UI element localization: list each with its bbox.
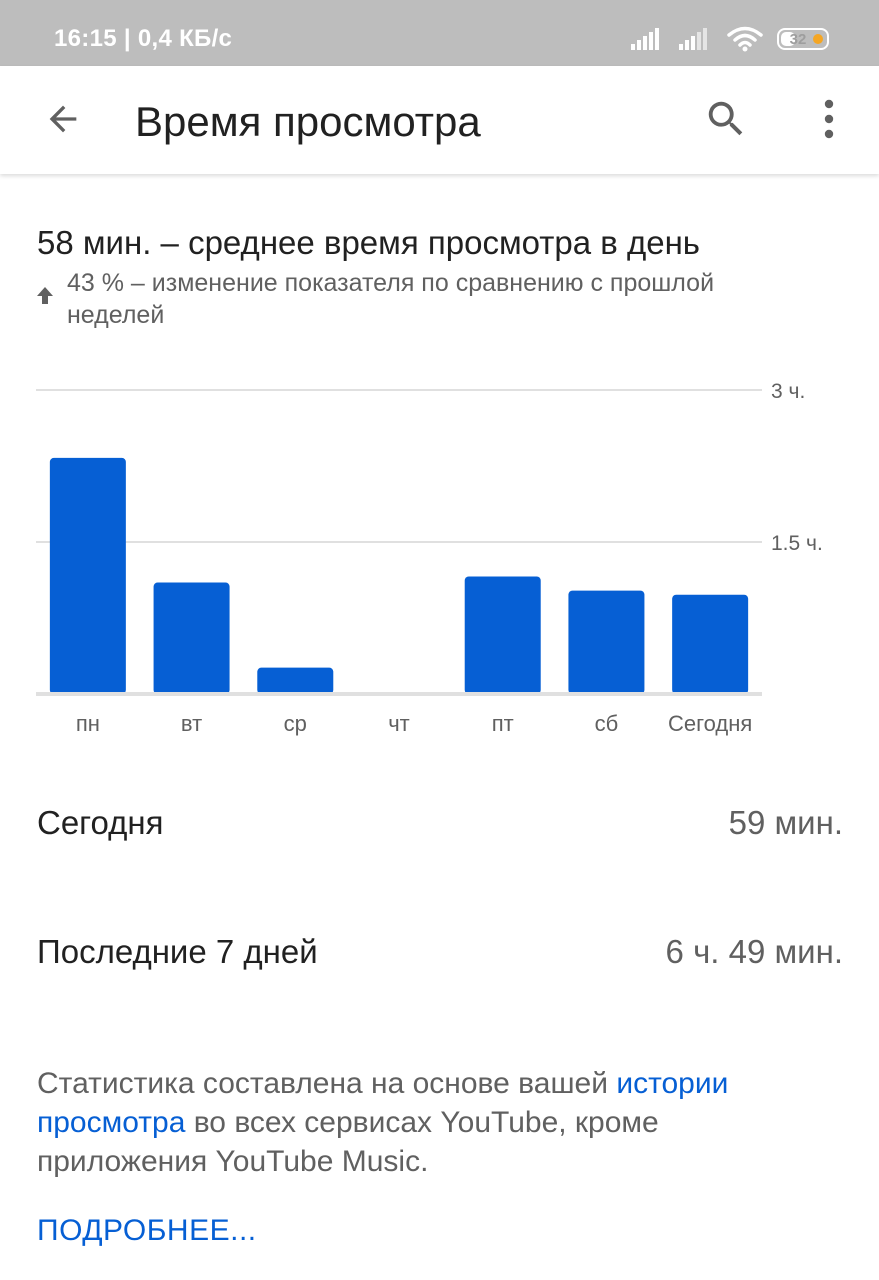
average-watch-time-headline: 58 мин. – среднее время просмотра в день <box>37 224 700 261</box>
status-icons: 32 <box>631 24 829 54</box>
battery-saver-icon <box>813 34 823 44</box>
x-tick-label: сб <box>595 711 619 736</box>
watch-history-link[interactable]: истории просмотра <box>37 1067 729 1139</box>
watch-time-bar-chart: 3 ч. 1.5 ч. пн вт ср чт пт сб Сегодня <box>36 380 823 736</box>
statistics-footnote: Статистика составлена на основе вашей ис… <box>37 1064 827 1181</box>
bar <box>568 590 645 694</box>
battery-percent: 32 <box>789 30 807 48</box>
page-title: Время просмотра <box>135 98 481 145</box>
weekly-change-text: 43 % – изменение показателя по сравнению… <box>67 269 715 329</box>
wifi-icon <box>727 26 763 52</box>
x-tick-label: Сегодня <box>668 711 752 736</box>
x-tick-label: чт <box>388 711 410 736</box>
stat-label: Последние 7 дней <box>37 933 318 970</box>
y-tick-label: 3 ч. <box>771 380 805 403</box>
stat-label: Сегодня <box>37 804 164 841</box>
x-tick-label: пт <box>492 711 514 736</box>
y-tick-label: 1.5 ч. <box>771 532 823 555</box>
status-bar: 16:15 | 0,4 КБ/с 32 <box>0 0 879 66</box>
stat-value: 6 ч. 49 мин. <box>665 933 843 970</box>
search-button[interactable] <box>697 90 755 148</box>
stat-value: 59 мин. <box>728 804 843 841</box>
battery-indicator: 32 <box>777 28 829 50</box>
bar <box>153 582 230 694</box>
footnote-text-before: Статистика составлена на основе вашей <box>37 1067 617 1100</box>
stat-row-last-7-days: Последние 7 дней 6 ч. 49 мин. <box>37 933 843 971</box>
bar <box>672 594 749 694</box>
learn-more-link[interactable]: ПОДРОБНЕЕ... <box>37 1214 257 1247</box>
signal-icon <box>631 28 659 50</box>
x-tick-label: пн <box>76 711 100 736</box>
battery-level <box>781 32 796 46</box>
status-time-speed: 16:15 | 0,4 КБ/с <box>54 25 233 52</box>
arrow-up-icon <box>37 287 53 304</box>
signal-icon-2 <box>679 28 707 50</box>
arrow-back-icon <box>49 105 77 133</box>
bar <box>464 576 541 694</box>
x-tick-label: ср <box>284 711 307 736</box>
app-bar: Время просмотра <box>0 66 879 174</box>
more-vert-icon <box>824 99 834 139</box>
footnote-text-after: во всех сервисах YouTube, кроме приложен… <box>37 1106 659 1178</box>
stat-row-today: Сегодня 59 мин. <box>37 804 843 842</box>
bar <box>257 667 334 694</box>
back-button[interactable] <box>34 90 92 148</box>
x-tick-label: вт <box>181 711 202 736</box>
more-options-button[interactable] <box>800 90 858 148</box>
search-icon <box>708 101 743 136</box>
bar <box>49 457 126 694</box>
